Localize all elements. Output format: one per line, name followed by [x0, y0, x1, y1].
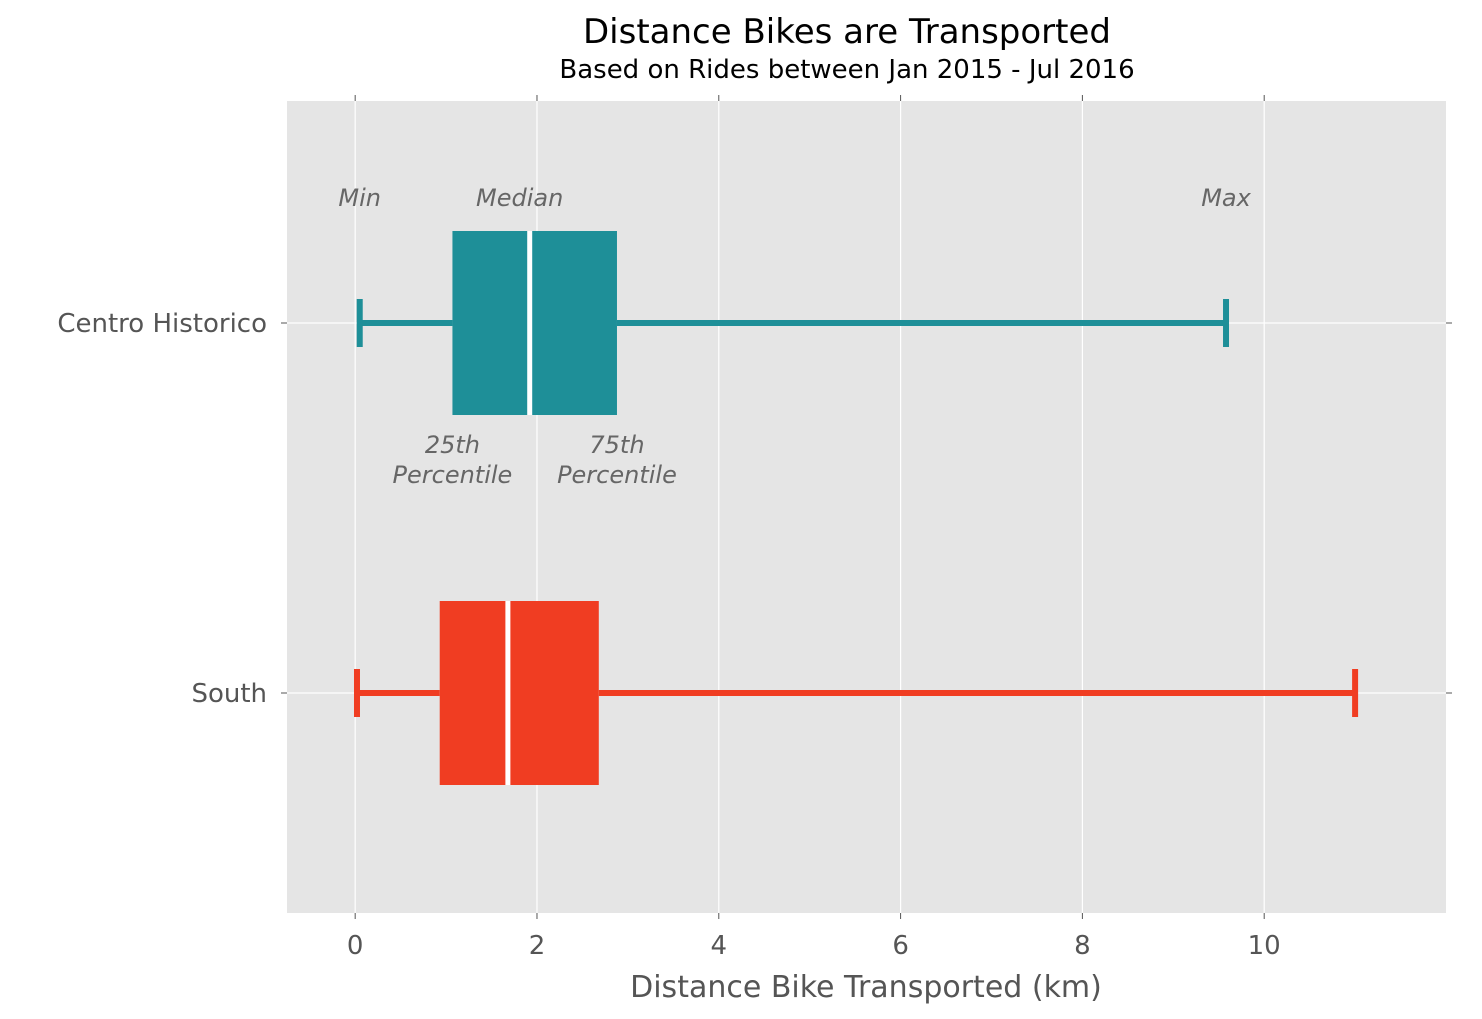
q3-annotation: Percentile — [557, 461, 677, 489]
q1-annotation: 25th — [425, 431, 480, 459]
min-annotation: Min — [338, 184, 381, 212]
x-tick-label: 2 — [529, 931, 546, 961]
plot-area — [287, 101, 1446, 913]
box-series — [353, 231, 1359, 785]
chart-title: Distance Bikes are Transported — [583, 12, 1111, 52]
max-annotation: Max — [1201, 184, 1251, 212]
q3-annotation: 75th — [589, 431, 644, 459]
iqr-box — [452, 231, 617, 415]
x-axis-label: Distance Bike Transported (km) — [630, 970, 1102, 1005]
box-group — [356, 231, 1230, 415]
iqr-box — [439, 601, 599, 785]
x-tick-label: 0 — [347, 931, 364, 961]
x-tick-label: 10 — [1248, 931, 1281, 961]
q1-annotation: Percentile — [393, 461, 513, 489]
x-tick-label: 8 — [1074, 931, 1091, 961]
chart-subtitle: Based on Rides between Jan 2015 - Jul 20… — [559, 55, 1134, 85]
y-tick-label: South — [191, 679, 267, 709]
x-tick-label: 6 — [892, 931, 909, 961]
x-tick-label: 4 — [711, 931, 728, 961]
box-group — [353, 601, 1359, 785]
median-annotation: Median — [476, 184, 563, 212]
y-tick-label: Centro Historico — [57, 309, 267, 339]
axis-ticks: 0 2 4 6 8 10 Centro Historico South — [57, 95, 1452, 961]
